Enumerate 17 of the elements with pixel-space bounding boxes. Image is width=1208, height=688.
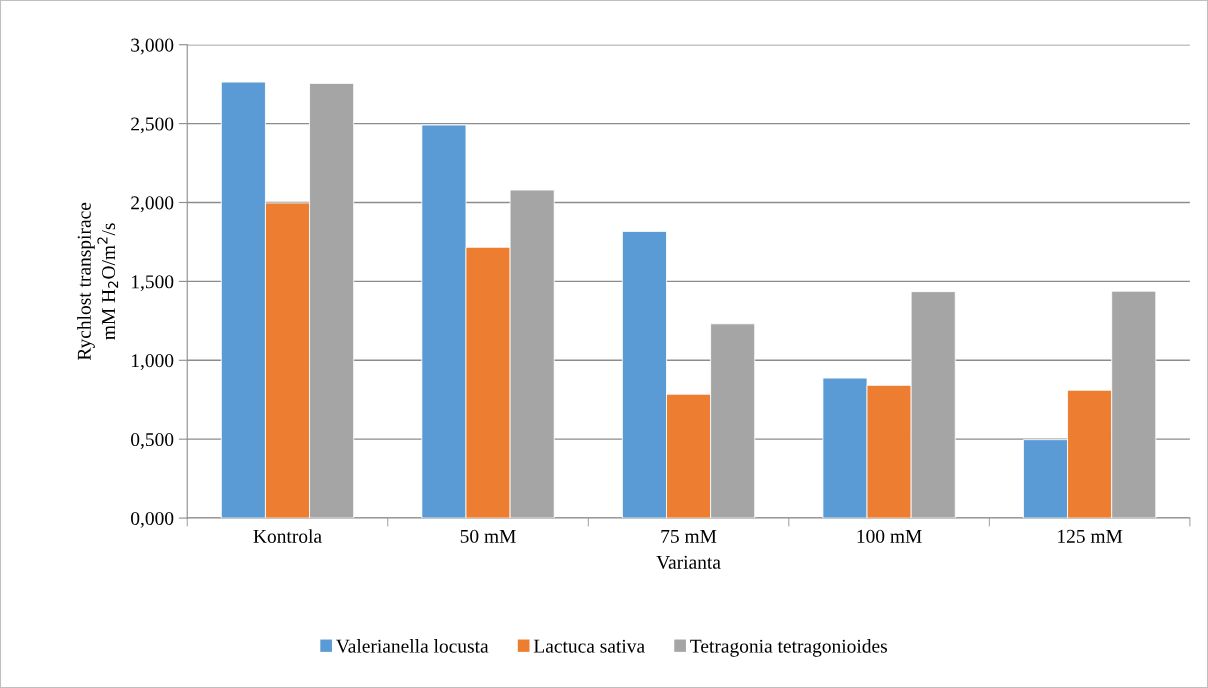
y-tick-label: 2,000 <box>131 196 174 213</box>
y-tick-label: 2,500 <box>131 117 174 134</box>
legend-label: Valerianella locusta <box>336 639 489 653</box>
x-tick-label: 50 mM <box>460 529 516 543</box>
x-tick-label: 100 mM <box>857 529 922 543</box>
y-tick-label: 0,000 <box>131 511 174 528</box>
legend-label: Lactuca sativa <box>533 639 645 653</box>
x-tick-label: Kontrola <box>253 529 322 543</box>
y-tick-label: 1,500 <box>132 275 174 292</box>
y-axis-title: Rychlost transpirace mM H$_{2}$O/m$^{2}$/s <box>77 202 119 361</box>
legend-label: Tetragonia tetragonioides <box>690 639 887 657</box>
y-tick-label: 1,000 <box>132 354 174 371</box>
y-tick-label: 3,000 <box>131 38 174 55</box>
x-tick-label: 125 mM <box>1058 529 1123 543</box>
x-tick-label: 75 mM <box>661 529 717 543</box>
y-tick-label: 0,500 <box>131 432 174 449</box>
x-axis-title: Varianta <box>656 555 721 569</box>
